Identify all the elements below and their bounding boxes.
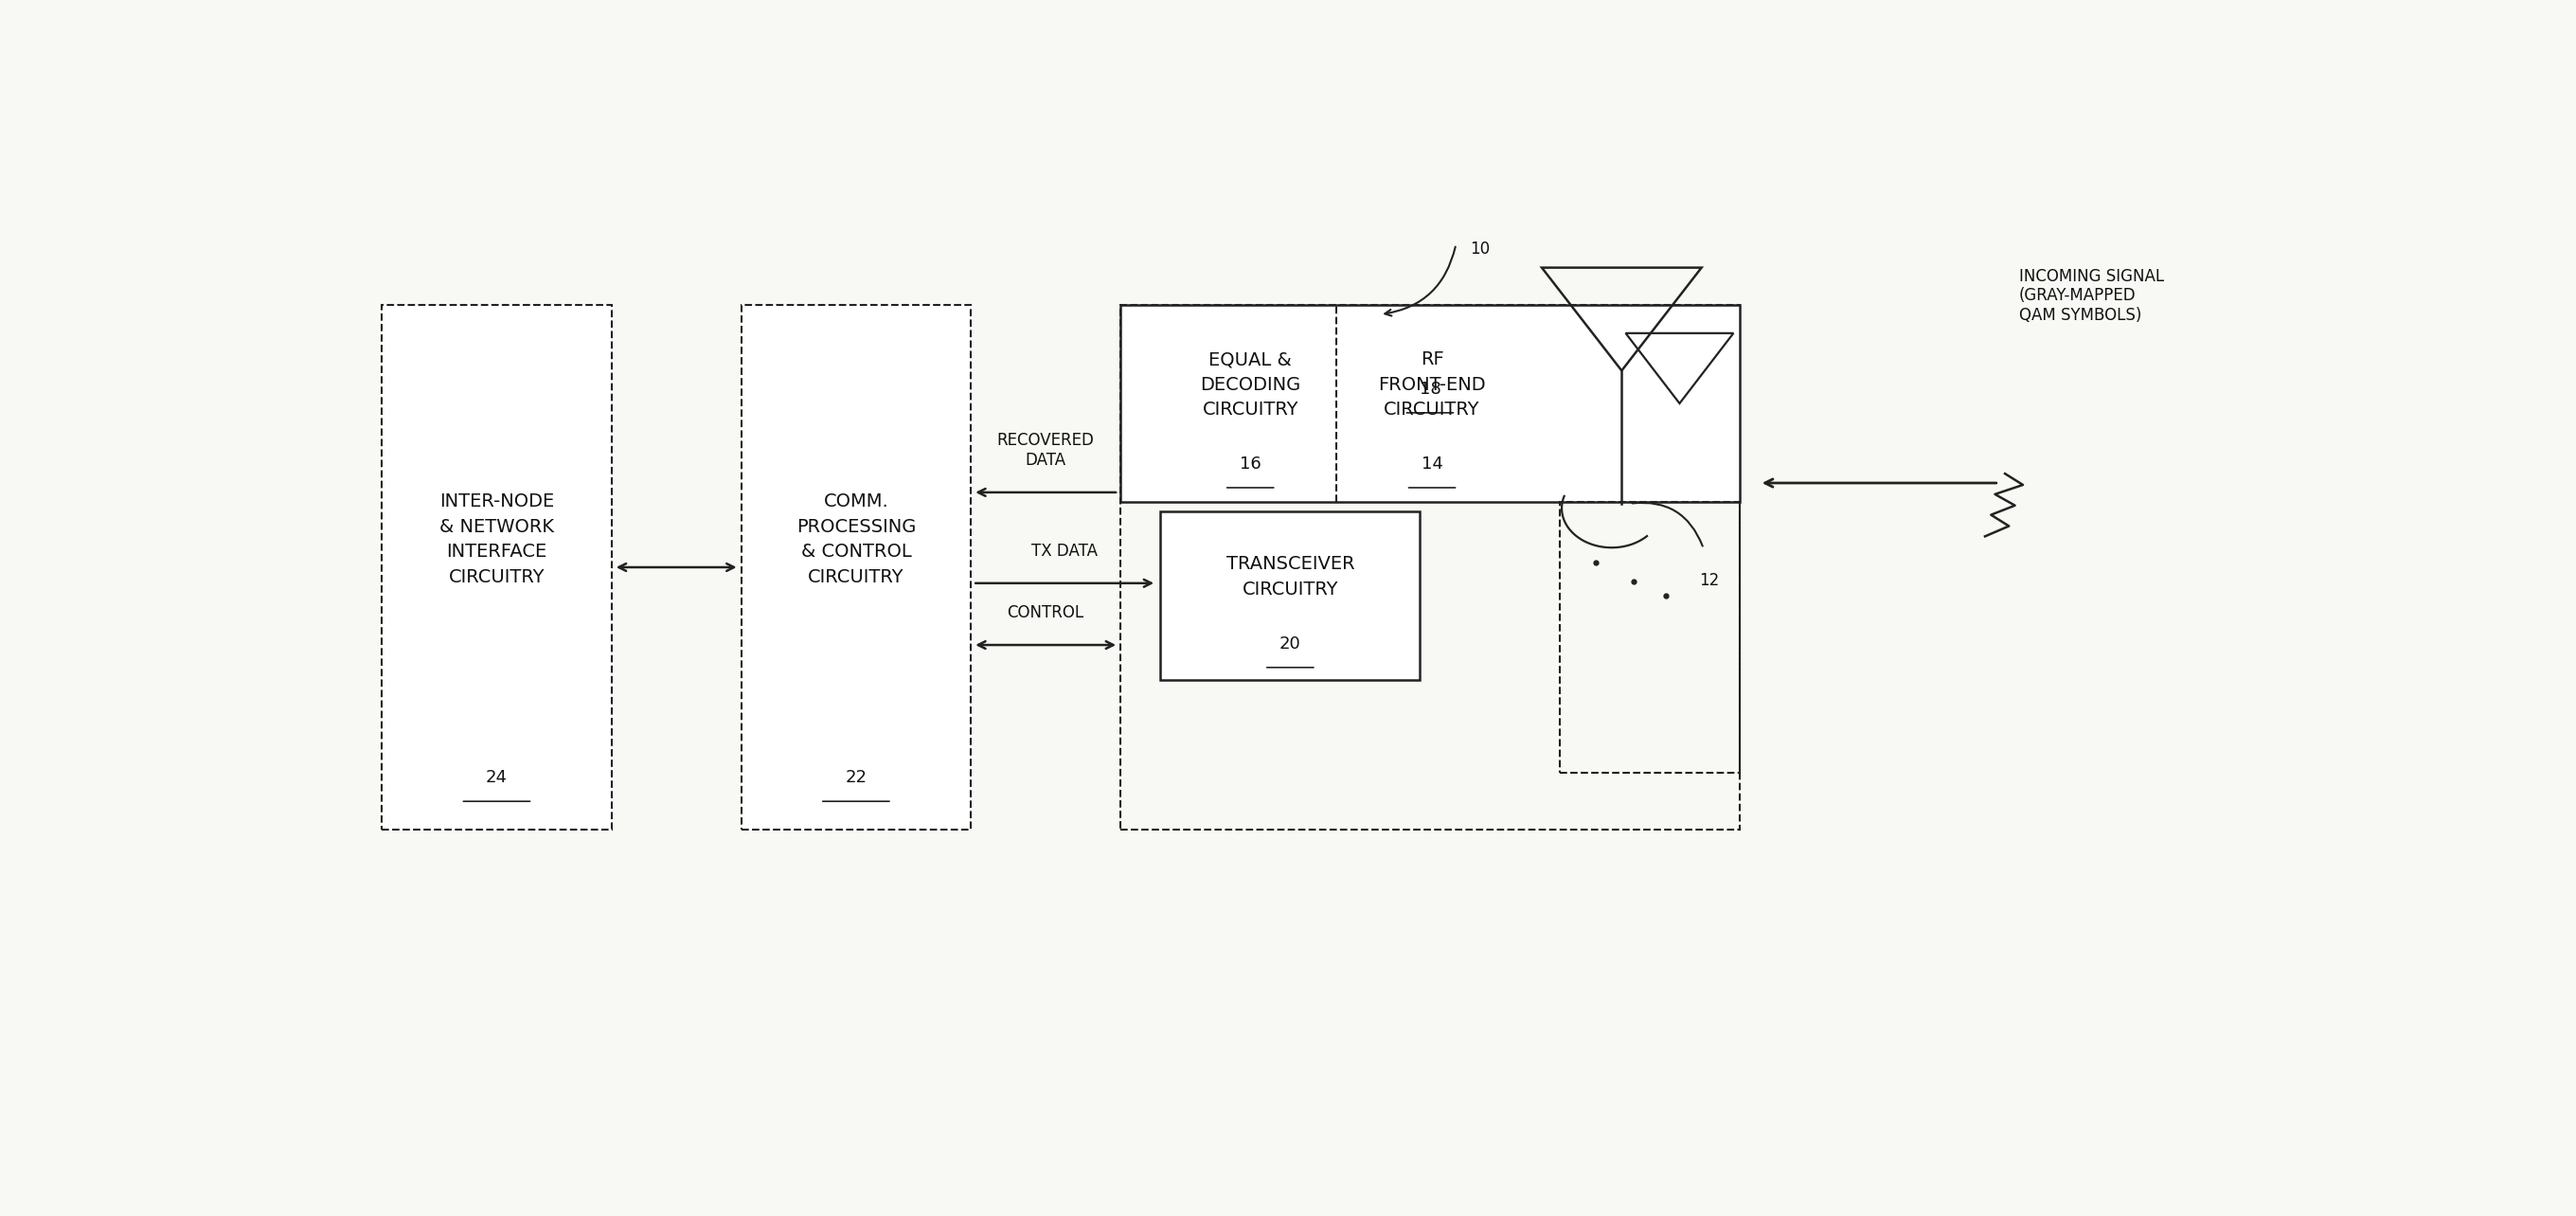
Text: CONTROL: CONTROL <box>1007 604 1084 621</box>
Text: 10: 10 <box>1471 241 1489 258</box>
Text: INCOMING SIGNAL
(GRAY-MAPPED
QAM SYMBOLS): INCOMING SIGNAL (GRAY-MAPPED QAM SYMBOLS… <box>2020 268 2164 325</box>
Text: 12: 12 <box>1700 572 1721 589</box>
Text: 14: 14 <box>1422 456 1443 473</box>
Text: 24: 24 <box>487 770 507 787</box>
Text: RF
FRONT-END
CIRCUITRY: RF FRONT-END CIRCUITRY <box>1378 350 1486 418</box>
Text: TRANSCEIVER
CIRCUITRY: TRANSCEIVER CIRCUITRY <box>1226 554 1355 598</box>
Text: 16: 16 <box>1239 456 1262 473</box>
Bar <box>1561 502 1739 773</box>
Text: TRANSCEIVER CIRCUITRY: TRANSCEIVER CIRCUITRY <box>1314 348 1546 365</box>
Text: RECOVERED
DATA: RECOVERED DATA <box>997 432 1095 469</box>
Text: 18: 18 <box>1419 381 1440 398</box>
Text: TX DATA: TX DATA <box>1030 542 1097 559</box>
Bar <box>742 305 971 829</box>
Bar <box>1162 511 1419 680</box>
Text: 20: 20 <box>1280 636 1301 653</box>
Text: INTER-NODE
& NETWORK
INTERFACE
CIRCUITRY: INTER-NODE & NETWORK INTERFACE CIRCUITRY <box>440 492 554 586</box>
Bar <box>381 305 611 829</box>
Text: COMM.
PROCESSING
& CONTROL
CIRCUITRY: COMM. PROCESSING & CONTROL CIRCUITRY <box>796 492 917 586</box>
Bar <box>1121 305 1739 829</box>
Text: 22: 22 <box>845 770 868 787</box>
Text: EQUAL &
DECODING
CIRCUITRY: EQUAL & DECODING CIRCUITRY <box>1200 350 1301 418</box>
Bar <box>1121 305 1739 502</box>
